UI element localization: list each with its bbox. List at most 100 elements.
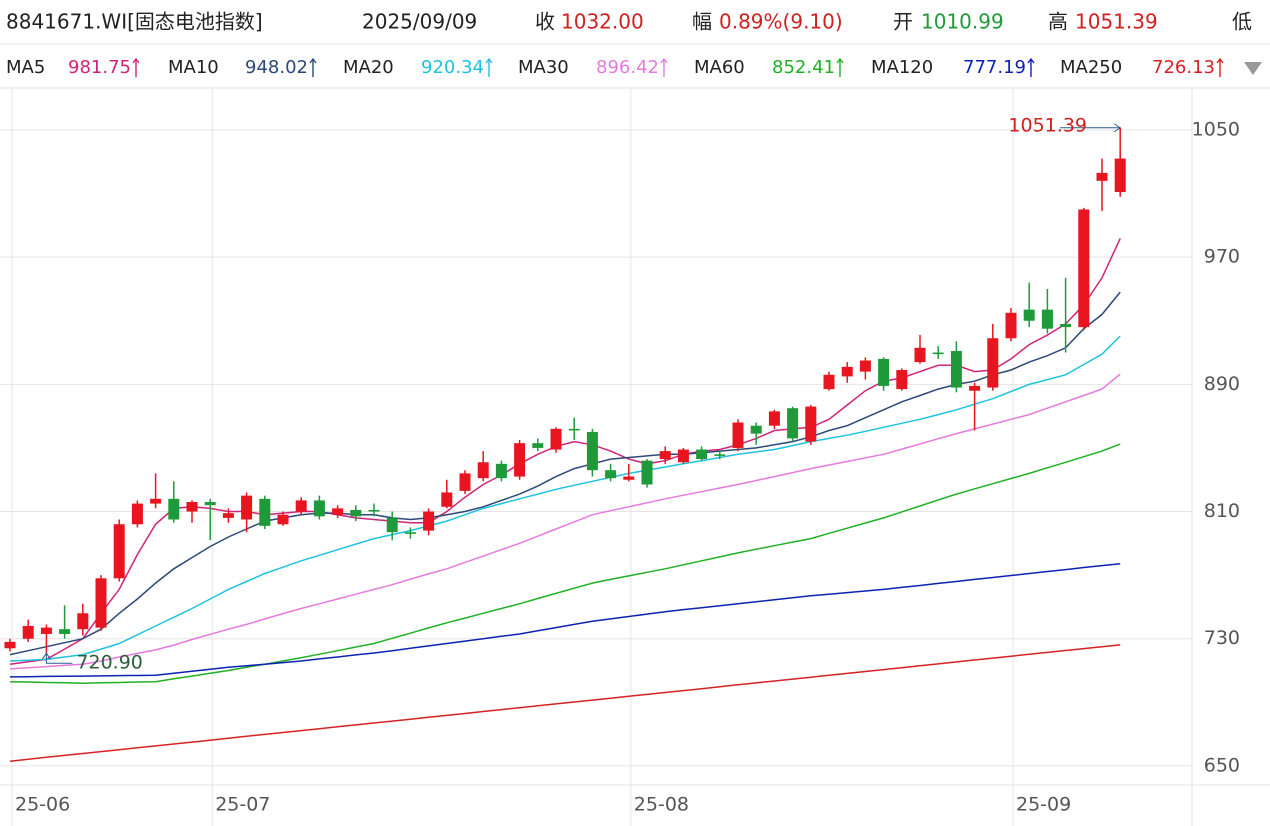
- candle-body: [532, 443, 544, 448]
- candle-body: [987, 338, 999, 388]
- y-tick-label: 650: [1204, 754, 1240, 776]
- y-tick-label: 810: [1204, 500, 1240, 522]
- candle-body: [241, 495, 253, 520]
- candle-body: [332, 508, 344, 515]
- candle-body: [368, 509, 380, 512]
- high-label: 高: [1048, 10, 1068, 34]
- candle-body: [350, 509, 362, 517]
- change-value: 0.89%(9.10): [719, 10, 843, 34]
- candle-body: [768, 411, 780, 426]
- candle-body: [1096, 172, 1108, 181]
- candle-body: [40, 627, 52, 634]
- legend-value: 948.02: [245, 57, 308, 78]
- candle-body: [204, 502, 216, 506]
- y-tick-label: 970: [1204, 246, 1240, 268]
- legend-name: MA5: [6, 57, 45, 78]
- ma-line: [9, 562, 1121, 678]
- legend-arrow: [485, 57, 493, 77]
- candle-body: [222, 513, 234, 518]
- legend-name: MA20: [343, 57, 394, 78]
- low-label: 低: [1232, 10, 1252, 34]
- candle-body: [277, 514, 289, 525]
- candle-body: [259, 498, 271, 526]
- candle-body: [1060, 323, 1072, 328]
- candle-body: [805, 406, 817, 442]
- candle-body: [514, 443, 526, 477]
- candle-body: [696, 449, 708, 460]
- candle-body: [823, 374, 835, 390]
- candle-body: [95, 578, 107, 628]
- candle-body: [878, 358, 890, 386]
- y-tick-label: 730: [1204, 627, 1240, 649]
- header: 8841671.WI[固态电池指数] 2025/09/09 收 1032.00 …: [0, 10, 1270, 826]
- candle-body: [131, 503, 143, 525]
- legend-name: MA120: [871, 57, 933, 78]
- legend-name: MA250: [1060, 57, 1122, 78]
- candle-body: [22, 626, 34, 639]
- candle-body: [605, 470, 617, 479]
- candle-body: [77, 613, 89, 630]
- candle-body: [969, 385, 981, 391]
- legend-name: MA60: [694, 57, 745, 78]
- candle-body: [914, 347, 926, 363]
- legend-value: 981.75: [68, 57, 131, 78]
- candle-body: [4, 641, 16, 649]
- candles: [4, 127, 1126, 654]
- legend-arrow: [660, 57, 668, 77]
- ma-line: [9, 644, 1121, 762]
- change-label: 幅: [692, 10, 712, 34]
- candle-body: [1005, 312, 1017, 339]
- candle-body: [550, 428, 562, 450]
- candle-body: [714, 454, 726, 456]
- candle-body: [623, 476, 635, 480]
- candle-body: [386, 517, 398, 533]
- legend-name: MA10: [168, 57, 219, 78]
- candle-body: [59, 629, 71, 634]
- candle-body: [1114, 158, 1126, 192]
- candle-body: [677, 449, 689, 463]
- legend-value: 777.19: [963, 57, 1026, 78]
- date: 2025/09/09: [362, 10, 477, 34]
- annotation-arrow: [1113, 123, 1122, 133]
- candle-body: [313, 500, 325, 517]
- candle-body: [586, 432, 598, 471]
- close-label: 收: [535, 10, 555, 34]
- candle-body: [495, 463, 507, 479]
- candle-body: [404, 532, 416, 534]
- index-code: 8841671.WI[固态电池指数]: [6, 10, 263, 34]
- legend-value: 726.13: [1152, 57, 1215, 78]
- ma-line: [9, 291, 1121, 656]
- annotation-leader: [45, 653, 73, 664]
- candle-body: [787, 408, 799, 439]
- candle-body: [841, 366, 853, 377]
- ma-line: [9, 335, 1121, 662]
- high-value: 1051.39: [1075, 10, 1158, 34]
- candle-body: [1078, 209, 1090, 328]
- candle-body: [659, 451, 671, 460]
- legend-name: MA30: [518, 57, 569, 78]
- x-tick-label: 25-08: [634, 794, 689, 816]
- annotation-arrow: [41, 652, 51, 660]
- open-value: 1010.99: [921, 10, 1004, 34]
- close-value: 1032.00: [561, 10, 644, 34]
- candle-body: [568, 428, 580, 431]
- legend-value: 852.41: [772, 57, 835, 78]
- annotation-label: 1051.39: [1008, 114, 1087, 136]
- x-tick-label: 25-07: [215, 794, 270, 816]
- legend-arrow: [836, 57, 844, 77]
- legend-arrow: [1027, 57, 1035, 77]
- y-tick-label: 1050: [1192, 118, 1240, 140]
- candle-body: [732, 422, 744, 448]
- y-tick-label: 890: [1204, 373, 1240, 395]
- candle-body: [186, 502, 198, 512]
- candle-body: [859, 360, 871, 372]
- candle-body: [423, 511, 435, 531]
- candle-body: [113, 524, 125, 579]
- dropdown-icon[interactable]: [1244, 62, 1262, 75]
- candle-body: [896, 370, 908, 390]
- legend-arrow: [309, 57, 317, 77]
- candle-body: [1041, 309, 1053, 329]
- candle-body: [1023, 309, 1035, 321]
